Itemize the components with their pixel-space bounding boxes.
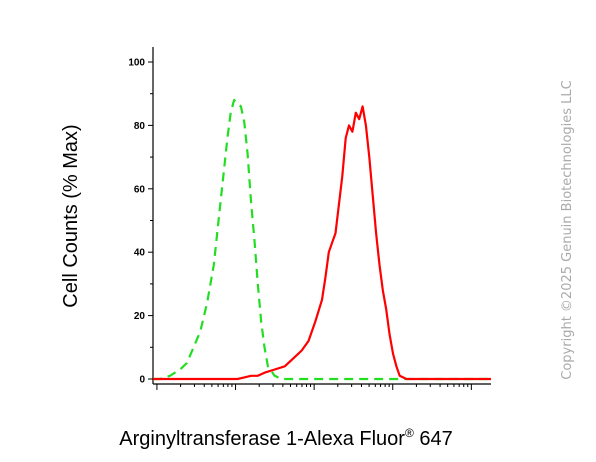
y-ticks: 0 20 40 60 80 100 (128, 58, 153, 386)
plot-frame (152, 47, 491, 385)
x-axis-label: Arginyltransferase 1-Alexa Fluor® 647 (119, 426, 452, 450)
x-ticks (156, 384, 472, 390)
series-line-green-dashed (153, 98, 491, 381)
y-tick-label: 60 (134, 184, 146, 195)
y-tick-label: 40 (134, 248, 146, 259)
y-tick-label: 100 (128, 58, 145, 69)
y-axis-label: Cell Counts (% Max) (60, 124, 82, 307)
y-tick-label: 80 (134, 121, 146, 132)
series-layer (153, 98, 491, 381)
y-tick-label: 0 (139, 375, 145, 386)
series-line-red-solid (153, 105, 491, 381)
copyright-text: Copyright ©2025 Genuin Biotechnologies L… (560, 80, 575, 379)
y-tick-label: 20 (134, 311, 146, 322)
x-axis-label-tail: 647 (414, 428, 453, 450)
x-axis-label-main: Arginyltransferase 1-Alexa Fluor (119, 428, 405, 450)
x-axis-label-sup: ® (405, 426, 414, 440)
